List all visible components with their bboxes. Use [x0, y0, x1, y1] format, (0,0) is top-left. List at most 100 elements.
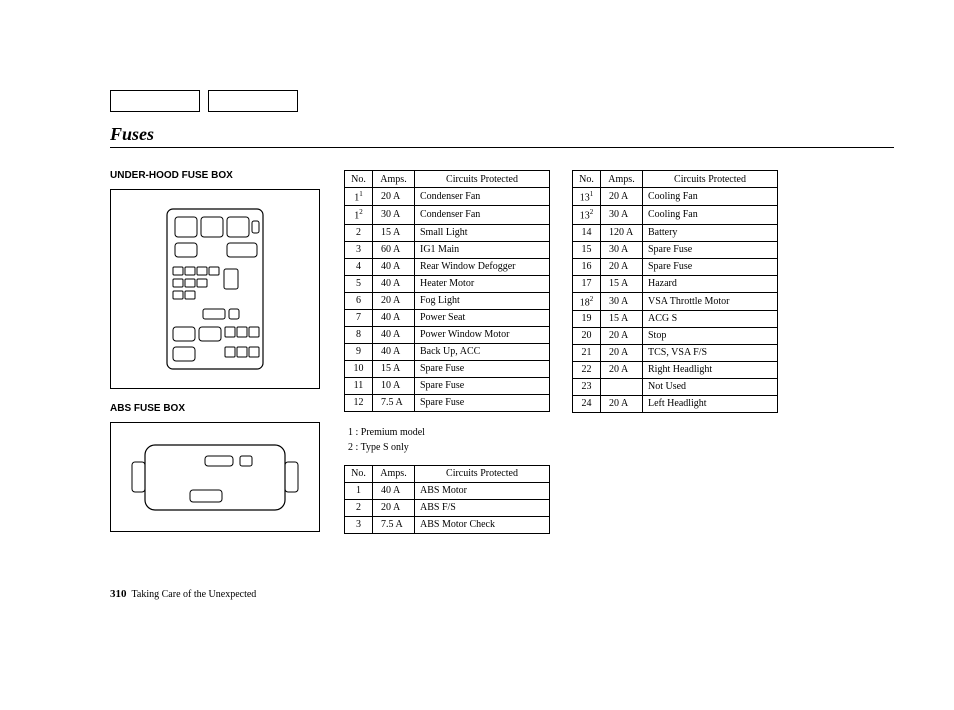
table-row: 1530 ASpare Fuse: [573, 241, 778, 258]
cell-no: 7: [345, 309, 373, 326]
cell-amps: 40 A: [373, 309, 415, 326]
cell-amps: 40 A: [373, 482, 415, 499]
tab-2: [208, 90, 298, 112]
col-circ: Circuits Protected: [643, 171, 778, 188]
cell-amps: 40 A: [373, 258, 415, 275]
cell-no: 23: [573, 378, 601, 395]
cell-amps: 7.5 A: [373, 516, 415, 533]
cell-no: 22: [573, 361, 601, 378]
cell-amps: 30 A: [373, 206, 415, 224]
cell-amps: 20 A: [601, 361, 643, 378]
cell-circuit: Cooling Fan: [643, 206, 778, 224]
cell-no: 5: [345, 275, 373, 292]
cell-circuit: Spare Fuse: [643, 258, 778, 275]
table-row: 14120 ABattery: [573, 224, 778, 241]
col-circ: Circuits Protected: [415, 465, 550, 482]
cell-amps: 20 A: [373, 499, 415, 516]
cell-circuit: Right Headlight: [643, 361, 778, 378]
col-no: No.: [345, 465, 373, 482]
fuse-table-1: No. Amps. Circuits Protected 1120 AConde…: [344, 170, 550, 412]
cell-no: 1: [345, 482, 373, 499]
table-row: 840 APower Window Motor: [345, 326, 550, 343]
cell-amps: 120 A: [601, 224, 643, 241]
cell-circuit: Not Used: [643, 378, 778, 395]
table-row: 1620 ASpare Fuse: [573, 258, 778, 275]
page-number: 310: [110, 588, 127, 600]
cell-no: 10: [345, 360, 373, 377]
cell-no: 11: [345, 188, 373, 206]
cell-no: 21: [573, 344, 601, 361]
table-row: 2120 ATCS, VSA F/S: [573, 344, 778, 361]
cell-amps: 30 A: [601, 241, 643, 258]
cell-circuit: Small Light: [415, 224, 550, 241]
cell-no: 24: [573, 395, 601, 412]
fuse-table-abs: No. Amps. Circuits Protected 140 AABS Mo…: [344, 465, 550, 534]
cell-circuit: Back Up, ACC: [415, 343, 550, 360]
fuse-table-2: No. Amps. Circuits Protected 13120 ACool…: [572, 170, 778, 413]
cell-circuit: ABS Motor Check: [415, 516, 550, 533]
col-no: No.: [573, 171, 601, 188]
cell-circuit: Hazard: [643, 275, 778, 292]
table-row: 2420 ALeft Headlight: [573, 395, 778, 412]
cell-amps: 15 A: [601, 275, 643, 292]
cell-amps: 20 A: [373, 292, 415, 309]
cell-amps: 30 A: [601, 206, 643, 224]
cell-no: 6: [345, 292, 373, 309]
cell-amps: 40 A: [373, 326, 415, 343]
subhead-underhood: UNDER-HOOD FUSE BOX: [110, 170, 320, 181]
cell-no: 132: [573, 206, 601, 224]
cell-amps: 20 A: [601, 344, 643, 361]
table-row: 1110 ASpare Fuse: [345, 377, 550, 394]
cell-amps: 40 A: [373, 343, 415, 360]
cell-amps: 60 A: [373, 241, 415, 258]
cell-amps: 40 A: [373, 275, 415, 292]
cell-circuit: VSA Throttle Motor: [643, 292, 778, 310]
cell-no: 15: [573, 241, 601, 258]
cell-circuit: ABS Motor: [415, 482, 550, 499]
cell-amps: 20 A: [601, 188, 643, 206]
cell-circuit: Spare Fuse: [643, 241, 778, 258]
col-amps: Amps.: [373, 171, 415, 188]
cell-amps: 20 A: [601, 395, 643, 412]
table-row: 18230 AVSA Throttle Motor: [573, 292, 778, 310]
cell-no: 20: [573, 327, 601, 344]
underhood-fusebox-diagram: [110, 189, 320, 389]
table-row: 13120 ACooling Fan: [573, 188, 778, 206]
cell-amps: [601, 378, 643, 395]
table-row: 540 AHeater Motor: [345, 275, 550, 292]
table-row: 140 AABS Motor: [345, 482, 550, 499]
cell-no: 131: [573, 188, 601, 206]
cell-circuit: ACG S: [643, 310, 778, 327]
table-row: 1915 AACG S: [573, 310, 778, 327]
col-circ: Circuits Protected: [415, 171, 550, 188]
page-footer: 310 Taking Care of the Unexpected: [110, 588, 256, 600]
cell-circuit: Power Window Motor: [415, 326, 550, 343]
cell-amps: 20 A: [373, 188, 415, 206]
cell-amps: 15 A: [373, 360, 415, 377]
cell-circuit: Left Headlight: [643, 395, 778, 412]
tab-placeholders: [110, 90, 894, 112]
col-no: No.: [345, 171, 373, 188]
cell-circuit: Heater Motor: [415, 275, 550, 292]
cell-no: 2: [345, 224, 373, 241]
table-row: 13230 ACooling Fan: [573, 206, 778, 224]
cell-circuit: Condenser Fan: [415, 188, 550, 206]
cell-no: 9: [345, 343, 373, 360]
col-amps: Amps.: [601, 171, 643, 188]
cell-circuit: Spare Fuse: [415, 360, 550, 377]
table-row: 127.5 ASpare Fuse: [345, 394, 550, 411]
cell-no: 14: [573, 224, 601, 241]
tab-1: [110, 90, 200, 112]
cell-amps: 30 A: [601, 292, 643, 310]
cell-circuit: Rear Window Defogger: [415, 258, 550, 275]
abs-fusebox-diagram: [110, 422, 320, 532]
subhead-abs: ABS FUSE BOX: [110, 403, 320, 414]
table-row: 37.5 AABS Motor Check: [345, 516, 550, 533]
cell-no: 12: [345, 206, 373, 224]
footnote-1: 1 : Premium model: [348, 425, 894, 440]
table-row: 1715 AHazard: [573, 275, 778, 292]
cell-amps: 7.5 A: [373, 394, 415, 411]
cell-no: 3: [345, 241, 373, 258]
table-row: 440 ARear Window Defogger: [345, 258, 550, 275]
cell-no: 4: [345, 258, 373, 275]
